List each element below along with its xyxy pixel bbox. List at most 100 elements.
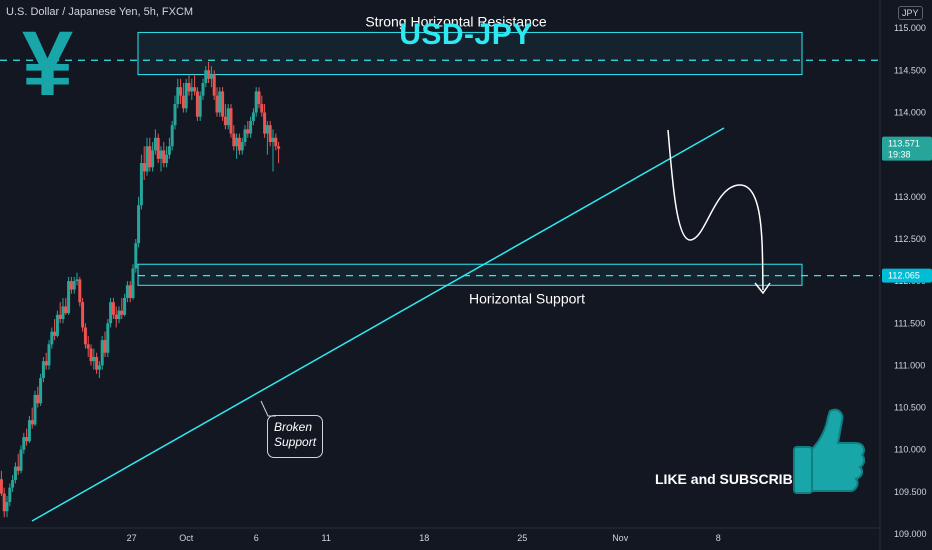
y-tick-label: 112.500 <box>894 234 926 244</box>
candle-body <box>25 437 29 442</box>
y-tick-label: 114.500 <box>894 65 926 75</box>
support-price-badge <box>882 268 932 283</box>
y-tick-label: 115.000 <box>894 23 926 33</box>
candle-body <box>257 91 261 105</box>
candle-body <box>117 310 121 320</box>
candle-body <box>2 493 6 512</box>
candle-body <box>39 378 43 404</box>
candle-body <box>83 327 87 345</box>
candle-body <box>209 74 213 79</box>
candle-body <box>277 146 281 149</box>
candle-body <box>30 420 34 425</box>
candle-body <box>13 466 17 481</box>
candle-body <box>148 146 152 168</box>
y-tick-label: 109.500 <box>894 487 927 497</box>
x-tick-label: 25 <box>517 533 527 543</box>
candle-body <box>123 297 127 315</box>
candle-body <box>167 146 171 155</box>
candle-body <box>212 74 216 96</box>
candle-body <box>218 91 222 113</box>
candle-body <box>100 340 104 366</box>
candle-body <box>193 87 197 92</box>
candle-body <box>41 361 45 379</box>
candle-body <box>181 95 185 109</box>
x-tick-label: 27 <box>127 533 137 543</box>
projection-arrowhead <box>754 282 771 295</box>
symbol-label[interactable]: U.S. Dollar / Japanese Yen, 5h, FXCM <box>6 6 194 18</box>
candle-body <box>274 137 278 147</box>
x-tick-label: Oct <box>179 533 194 543</box>
last-price-label: 113.571 <box>888 139 920 149</box>
candle-body <box>61 306 65 320</box>
countdown-label: 19:38 <box>888 150 911 160</box>
candle-body <box>8 487 12 502</box>
candle-body <box>75 279 79 282</box>
candle-body <box>103 340 107 353</box>
candle-body <box>187 82 191 92</box>
candle-body <box>237 137 241 151</box>
candle-body <box>89 348 93 362</box>
candle-body <box>246 129 250 134</box>
candle-body <box>263 112 267 134</box>
candle-body <box>72 281 76 290</box>
candle-body <box>47 344 51 366</box>
candle-body <box>134 243 138 269</box>
candle-body <box>226 108 230 126</box>
x-tick-label: 6 <box>254 533 259 543</box>
candle-body <box>92 356 96 362</box>
candle-body <box>151 150 155 168</box>
y-tick-label: 111.500 <box>894 318 925 328</box>
candle-body <box>64 306 68 314</box>
candle-body <box>27 420 31 442</box>
candle-body <box>139 163 143 206</box>
y-tick-label: 110.500 <box>894 403 926 413</box>
support-price-label: 112.065 <box>888 271 920 281</box>
candle-body <box>125 285 129 298</box>
candle-body <box>232 133 236 147</box>
x-tick-label: Nov <box>612 533 629 543</box>
support-label: Horizontal Support <box>469 290 585 306</box>
currency-badge[interactable]: JPY <box>898 6 923 20</box>
candle-body <box>271 137 275 143</box>
candle-body <box>215 95 219 113</box>
callout-line-2: Support <box>274 435 317 449</box>
candle-body <box>95 356 99 370</box>
candle-body <box>111 302 115 315</box>
candle-body <box>5 501 9 512</box>
candle-body <box>0 479 3 494</box>
candle-body <box>131 268 135 298</box>
candle-body <box>204 70 208 83</box>
candle-body <box>53 331 57 336</box>
broken-support-callout: Broken Support <box>267 415 323 458</box>
candle-body <box>153 137 157 151</box>
candle-body <box>162 150 166 164</box>
candle-body <box>201 82 205 96</box>
candle-body <box>195 91 199 117</box>
candle-body <box>165 154 169 164</box>
candle-body <box>221 91 225 117</box>
y-tick-label: 111.000 <box>894 360 925 370</box>
candle-body <box>145 146 149 172</box>
x-tick-label: 11 <box>322 533 331 543</box>
x-tick-label: 8 <box>716 533 721 543</box>
thumbs-up-icon <box>793 408 865 494</box>
candle-body <box>78 279 82 303</box>
candle-body <box>254 91 258 113</box>
candle-body <box>11 480 15 488</box>
callout-line-1: Broken <box>274 420 313 434</box>
last-price-badge <box>882 136 932 161</box>
candle-body <box>173 104 177 126</box>
candle-body <box>251 112 255 121</box>
candle-body <box>120 310 124 315</box>
candle-body <box>114 314 118 320</box>
projection-path <box>667 129 764 291</box>
candle-body <box>229 108 233 134</box>
resistance-zone <box>137 31 803 76</box>
candle-body <box>260 104 264 113</box>
callout-pointer <box>260 400 276 417</box>
candle-body <box>207 70 211 79</box>
candle-body <box>16 466 20 471</box>
candle-body <box>243 129 247 143</box>
candle-body <box>19 449 23 471</box>
